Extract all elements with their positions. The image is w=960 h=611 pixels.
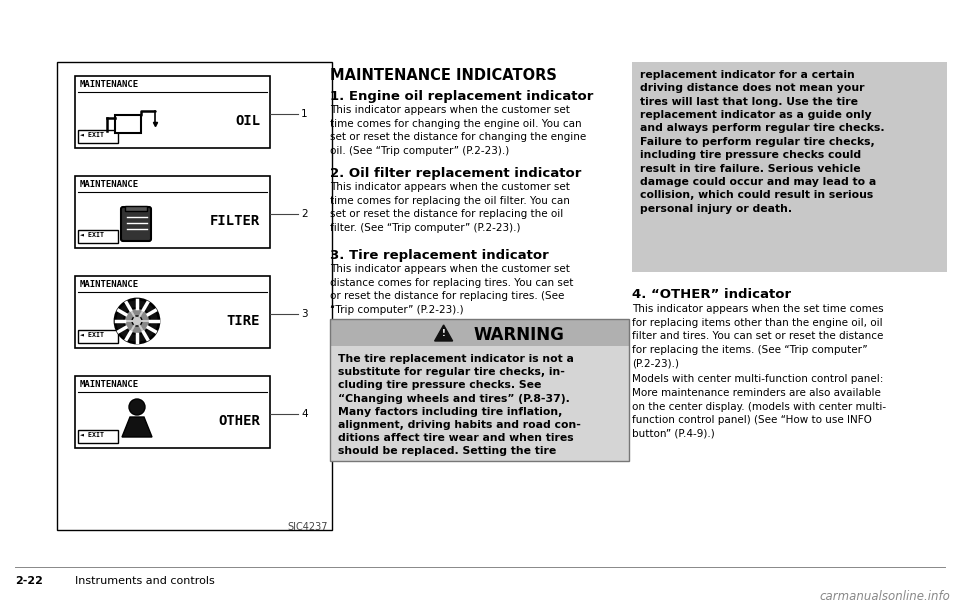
Bar xyxy=(75,276,270,348)
Polygon shape xyxy=(122,417,152,437)
Text: MAINTENANCE: MAINTENANCE xyxy=(80,180,139,189)
Circle shape xyxy=(129,399,145,415)
Bar xyxy=(78,430,118,443)
Bar xyxy=(330,319,629,346)
Text: MAINTENANCE: MAINTENANCE xyxy=(80,280,139,289)
Text: Models with center multi-function control panel:: Models with center multi-function contro… xyxy=(632,374,883,384)
Circle shape xyxy=(115,299,159,343)
Bar xyxy=(57,62,332,530)
Text: More maintenance reminders are also available
on the center display. (models wit: More maintenance reminders are also avai… xyxy=(632,388,886,439)
Bar xyxy=(75,376,270,448)
Text: SIC4237: SIC4237 xyxy=(287,522,328,532)
Text: This indicator appears when the set time comes
for replacing items other than th: This indicator appears when the set time… xyxy=(632,304,883,368)
Text: 2: 2 xyxy=(301,209,307,219)
Text: 1: 1 xyxy=(301,109,307,119)
Text: OIL: OIL xyxy=(235,114,260,128)
Bar xyxy=(75,76,270,148)
Text: ◄ EXIT: ◄ EXIT xyxy=(80,432,104,438)
Text: The tire replacement indicator is not a
substitute for regular tire checks, in-
: The tire replacement indicator is not a … xyxy=(338,354,581,456)
Text: This indicator appears when the customer set
time comes for changing the engine : This indicator appears when the customer… xyxy=(330,105,587,156)
Text: 1. Engine oil replacement indicator: 1. Engine oil replacement indicator xyxy=(330,90,593,103)
Text: ◄ EXIT: ◄ EXIT xyxy=(80,232,104,238)
Text: 2. Oil filter replacement indicator: 2. Oil filter replacement indicator xyxy=(330,167,582,180)
Bar xyxy=(632,62,947,272)
Text: OTHER: OTHER xyxy=(218,414,260,428)
Text: MAINTENANCE INDICATORS: MAINTENANCE INDICATORS xyxy=(330,68,557,83)
Text: !: ! xyxy=(442,329,445,338)
Text: 4: 4 xyxy=(301,409,307,419)
Polygon shape xyxy=(435,325,452,341)
Text: ◄ EXIT: ◄ EXIT xyxy=(80,332,104,338)
Text: This indicator appears when the customer set
distance comes for replacing tires.: This indicator appears when the customer… xyxy=(330,264,573,315)
Text: This indicator appears when the customer set
time comes for replacing the oil fi: This indicator appears when the customer… xyxy=(330,182,570,233)
Circle shape xyxy=(124,308,150,334)
Bar xyxy=(78,230,118,243)
Text: carmanualsonline.info: carmanualsonline.info xyxy=(819,590,950,603)
Text: TIRE: TIRE xyxy=(227,314,260,328)
FancyBboxPatch shape xyxy=(125,206,147,211)
Text: ◄ EXIT: ◄ EXIT xyxy=(80,132,104,138)
Text: 3: 3 xyxy=(301,309,307,319)
Text: MAINTENANCE: MAINTENANCE xyxy=(80,80,139,89)
Bar xyxy=(115,115,141,133)
Bar xyxy=(78,130,118,143)
Bar xyxy=(330,346,629,461)
Text: Instruments and controls: Instruments and controls xyxy=(75,576,215,586)
Text: 3. Tire replacement indicator: 3. Tire replacement indicator xyxy=(330,249,549,262)
Circle shape xyxy=(132,316,142,326)
Text: WARNING: WARNING xyxy=(473,326,564,344)
Bar xyxy=(75,176,270,248)
Bar xyxy=(330,319,629,461)
Text: 2-22: 2-22 xyxy=(15,576,43,586)
Text: 4. “OTHER” indicator: 4. “OTHER” indicator xyxy=(632,288,791,301)
FancyBboxPatch shape xyxy=(121,207,151,241)
Bar xyxy=(78,330,118,343)
Text: replacement indicator for a certain
driving distance does not mean your
tires wi: replacement indicator for a certain driv… xyxy=(640,70,884,214)
Text: MAINTENANCE: MAINTENANCE xyxy=(80,380,139,389)
Text: FILTER: FILTER xyxy=(209,214,260,228)
